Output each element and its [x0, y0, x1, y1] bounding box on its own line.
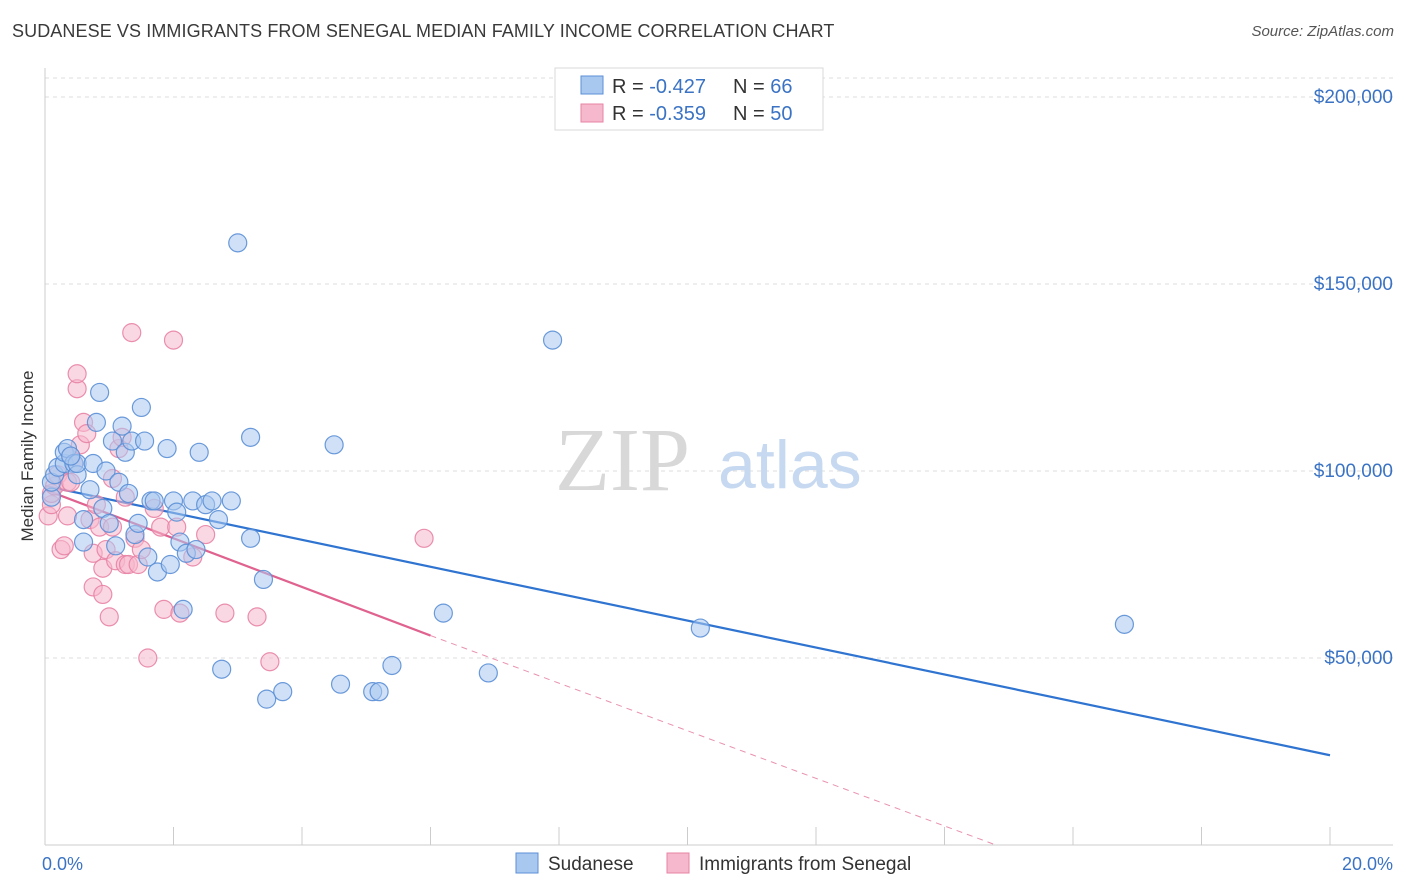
- senegal-point-47: [215, 603, 235, 623]
- sudanese-point-60: [433, 603, 453, 623]
- legend-swatch-senegal: [580, 103, 604, 123]
- y-tick-labels: $50,000 $100,000 $150,000 $200,000: [1314, 87, 1393, 669]
- sudanese-point-63: [690, 618, 710, 638]
- x-tick-labels: 0.0% 20.0%: [42, 854, 1393, 874]
- sudanese-point-50: [241, 528, 261, 548]
- legend-box: R = -0.427 N = 66 R = -0.359 N = 50: [554, 67, 824, 131]
- sudanese-point-43: [189, 442, 209, 462]
- sudanese-point-12: [80, 480, 100, 500]
- legend-n-value-2: 50: [770, 103, 792, 125]
- sudanese-point-14: [86, 412, 107, 432]
- grid-lines: [45, 77, 1393, 659]
- sudanese-point-30: [138, 547, 158, 567]
- senegal-point-41: [154, 599, 174, 619]
- sudanese-point-20: [106, 536, 126, 556]
- sudanese-point-55: [324, 435, 344, 455]
- sudanese-point-10: [73, 532, 94, 552]
- chart-title: SUDANESE VS IMMIGRANTS FROM SENEGAL MEDI…: [12, 21, 835, 41]
- senegal-point-42: [163, 330, 184, 350]
- legend-r-value-2: -0.359: [649, 103, 706, 125]
- sudanese-point-59: [382, 655, 402, 676]
- sudanese-point-64: [1114, 614, 1135, 634]
- source-label: Source: ZipAtlas.com: [1251, 23, 1394, 40]
- watermark: ZIP atlas: [555, 411, 862, 510]
- sudanese-point-42: [186, 539, 206, 560]
- sudanese-point-53: [257, 689, 277, 709]
- senegal-point-13: [67, 364, 87, 384]
- legend-r-value-1: -0.427: [649, 76, 706, 98]
- bottom-legend-swatch-sudanese: [515, 852, 539, 874]
- legend-n-1: N = 66: [733, 76, 793, 98]
- sudanese-point-34: [157, 438, 177, 459]
- bottom-legend-swatch-senegal: [666, 852, 690, 874]
- legend-n-value-1: 66: [770, 76, 792, 98]
- senegal-point-22: [93, 584, 113, 605]
- senegal-point-40: [151, 517, 171, 537]
- legend-n-label-2: N =: [733, 103, 770, 125]
- sudanese-point-47: [212, 659, 232, 679]
- trend-lines: [44, 484, 1331, 846]
- sudanese-point-18: [99, 513, 119, 533]
- sudanese-point-58: [369, 682, 389, 702]
- senegal-point-38: [138, 648, 158, 668]
- sudanese-point-62: [542, 330, 563, 350]
- sudanese-point-11: [73, 510, 94, 530]
- senegal-point-6: [54, 536, 74, 556]
- sudanese-point-37: [167, 502, 187, 522]
- legend-r-label-2: R =: [612, 103, 649, 125]
- bottom-legend: Sudanese Immigrants from Senegal: [515, 852, 911, 875]
- sudanese-point-28: [131, 397, 151, 418]
- sudanese-point-51: [241, 427, 261, 447]
- senegal-point-34: [122, 323, 142, 343]
- sudanese-point-27: [128, 513, 148, 533]
- y-tick-label-2: $150,000: [1314, 274, 1393, 295]
- senegal-point-25: [99, 607, 119, 627]
- senegal-point-49: [260, 652, 280, 672]
- legend-swatch-sudanese: [580, 75, 604, 95]
- y-tick-label-3: $200,000: [1314, 87, 1393, 108]
- legend-row-1: R = -0.427: [612, 76, 706, 98]
- sudanese-point-54: [273, 682, 293, 702]
- bottom-legend-sudanese: Sudanese: [548, 854, 634, 875]
- legend-r-label-1: R =: [612, 76, 649, 98]
- sudanese-point-65: [61, 446, 81, 466]
- sudanese-point-48: [221, 491, 241, 511]
- sudanese-point-19: [102, 431, 123, 451]
- trend-line-sudanese: [44, 484, 1331, 757]
- sudanese-point-61: [478, 663, 498, 683]
- sudanese-point-17: [96, 461, 116, 481]
- sudanese-point-29: [134, 431, 155, 451]
- sudanese-point-39: [173, 599, 193, 619]
- sudanese-point-32: [144, 491, 164, 511]
- sudanese-point-52: [253, 569, 274, 590]
- x-tick-label-1: 20.0%: [1342, 854, 1393, 874]
- sudanese-point-22: [112, 416, 132, 436]
- axes: [44, 68, 1393, 846]
- y-tick-label-0: $50,000: [1324, 648, 1393, 669]
- sudanese-point-45: [202, 491, 222, 511]
- sudanese-point-15: [90, 382, 110, 403]
- senegal-point-50: [414, 528, 434, 548]
- watermark-zip: ZIP: [555, 411, 690, 510]
- y-axis-label: Median Family Income: [18, 370, 37, 541]
- trend-line-senegal-extension: [430, 635, 997, 846]
- bottom-legend-senegal: Immigrants from Senegal: [699, 854, 911, 875]
- sudanese-point-46: [208, 510, 229, 530]
- sudanese-point-24: [118, 483, 139, 504]
- senegal-point-48: [247, 607, 267, 627]
- senegal-point-7: [57, 506, 78, 526]
- series-sudanese: [41, 233, 1135, 709]
- data-points: [38, 233, 1135, 709]
- sudanese-point-56: [330, 674, 351, 694]
- sudanese-point-49: [228, 233, 248, 253]
- senegal-point-46: [196, 524, 216, 545]
- legend-row-2: R = -0.359: [612, 103, 706, 125]
- legend-n-2: N = 50: [733, 103, 793, 125]
- x-tick-label-0: 0.0%: [42, 854, 83, 874]
- legend-n-label-1: N =: [733, 76, 770, 98]
- y-tick-label-1: $100,000: [1314, 461, 1393, 482]
- sudanese-point-35: [160, 554, 180, 575]
- watermark-atlas: atlas: [718, 427, 862, 503]
